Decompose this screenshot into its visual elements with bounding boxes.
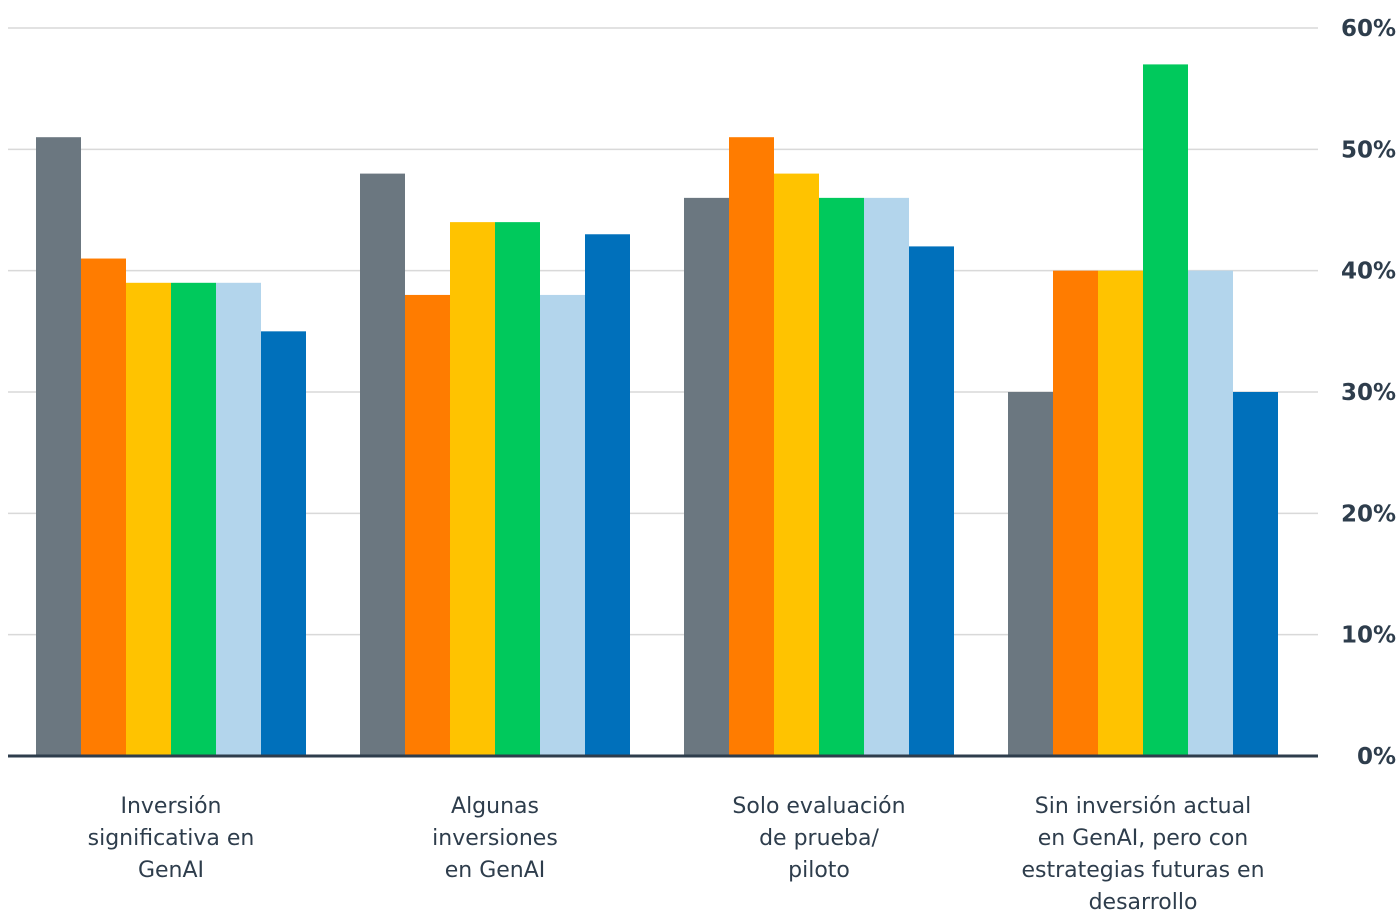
bar bbox=[774, 173, 819, 757]
category-label-line: significativa en bbox=[88, 826, 255, 851]
category-label-line: GenAI bbox=[138, 858, 204, 883]
category-label: Algunas inversiones en GenAI bbox=[432, 794, 558, 883]
y-tick-label: 10% bbox=[1341, 623, 1396, 649]
bar bbox=[450, 222, 495, 757]
bar bbox=[1143, 64, 1188, 756]
bar bbox=[729, 137, 774, 756]
category-label-line: Sin inversión actual bbox=[1035, 794, 1251, 819]
category-label-line: de prueba/ bbox=[759, 826, 879, 851]
y-tick-label: 30% bbox=[1341, 380, 1396, 406]
bar bbox=[1053, 270, 1098, 756]
bar bbox=[405, 294, 450, 756]
category-label-line: en GenAI bbox=[445, 858, 546, 883]
category-label-line: estrategias futuras en bbox=[1021, 858, 1264, 883]
y-tick-label: 60% bbox=[1341, 16, 1396, 42]
category-label-line: Algunas bbox=[451, 794, 539, 819]
bar bbox=[540, 294, 585, 756]
bar bbox=[1188, 270, 1233, 756]
category-label: Solo evaluación de prueba/piloto bbox=[732, 794, 905, 883]
bar bbox=[360, 173, 405, 757]
bar bbox=[684, 197, 729, 756]
category-label-line: inversiones bbox=[432, 826, 558, 851]
bar bbox=[1098, 270, 1143, 756]
category-label-line: piloto bbox=[788, 858, 850, 883]
bar bbox=[81, 258, 126, 756]
category-label-line: Solo evaluación bbox=[732, 794, 905, 819]
bar bbox=[261, 331, 306, 756]
bar bbox=[585, 234, 630, 756]
y-tick-label: 50% bbox=[1341, 137, 1396, 163]
category-label: Inversión significativa en GenAI bbox=[88, 794, 255, 883]
bar bbox=[495, 222, 540, 757]
y-tick-label: 0% bbox=[1357, 744, 1396, 770]
bar bbox=[126, 282, 171, 756]
category-label-line: en GenAI, pero con bbox=[1038, 826, 1249, 851]
bar bbox=[909, 246, 954, 756]
category-label: Sin inversión actual en GenAI, pero con es… bbox=[1021, 794, 1264, 911]
bar bbox=[1008, 392, 1053, 756]
category-labels: Inversión significativa en GenAI Algunas inv… bbox=[88, 794, 1265, 911]
bar bbox=[819, 197, 864, 756]
bar bbox=[216, 282, 261, 756]
y-tick-label: 20% bbox=[1341, 501, 1396, 527]
category-label-line: Inversión bbox=[120, 794, 221, 819]
bar bbox=[1233, 392, 1278, 756]
bar bbox=[171, 282, 216, 756]
bar bbox=[36, 137, 81, 756]
y-axis-tick-labels: 0% 10% 20% 30% 40% 50% 60% bbox=[1341, 16, 1396, 770]
y-tick-label: 40% bbox=[1341, 259, 1396, 285]
bars bbox=[36, 64, 1278, 757]
category-label-line: desarrollo bbox=[1089, 890, 1198, 911]
bar bbox=[864, 197, 909, 756]
